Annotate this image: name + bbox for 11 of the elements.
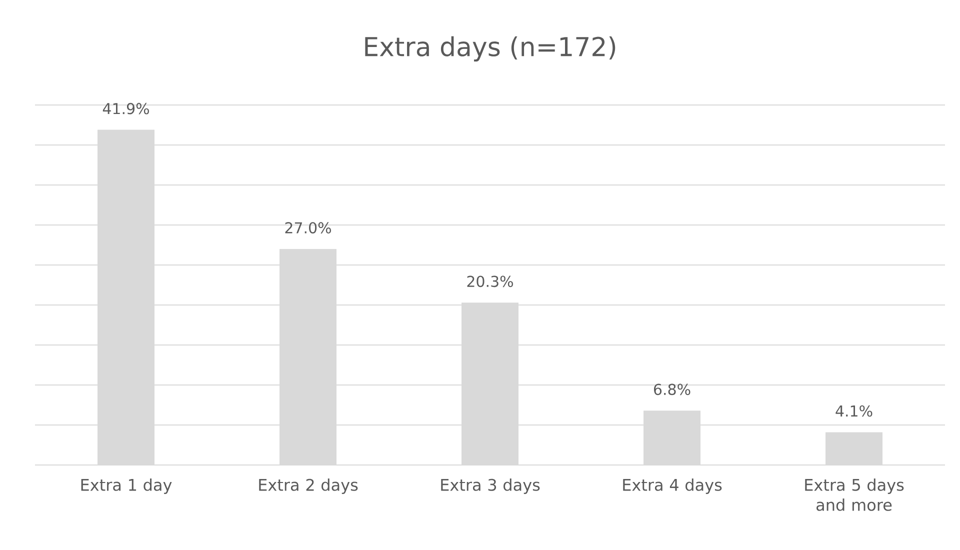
data-label: 41.9% — [102, 102, 149, 114]
x-tick-label: Extra 4 days — [623, 478, 722, 494]
data-label: 4.1% — [836, 405, 872, 417]
x-tick-label: Extra 2 days — [259, 478, 358, 494]
x-tick-label: Extra 5 days and more — [805, 478, 904, 511]
data-label: 6.8% — [654, 384, 690, 396]
x-tick-label: Extra 3 days — [441, 478, 540, 494]
data-label: 20.3% — [467, 276, 513, 288]
data-label: 27.0% — [285, 222, 331, 234]
x-tick-label: Extra 1 day — [81, 478, 172, 494]
chart-title: Extra days (n=172) — [365, 36, 616, 62]
